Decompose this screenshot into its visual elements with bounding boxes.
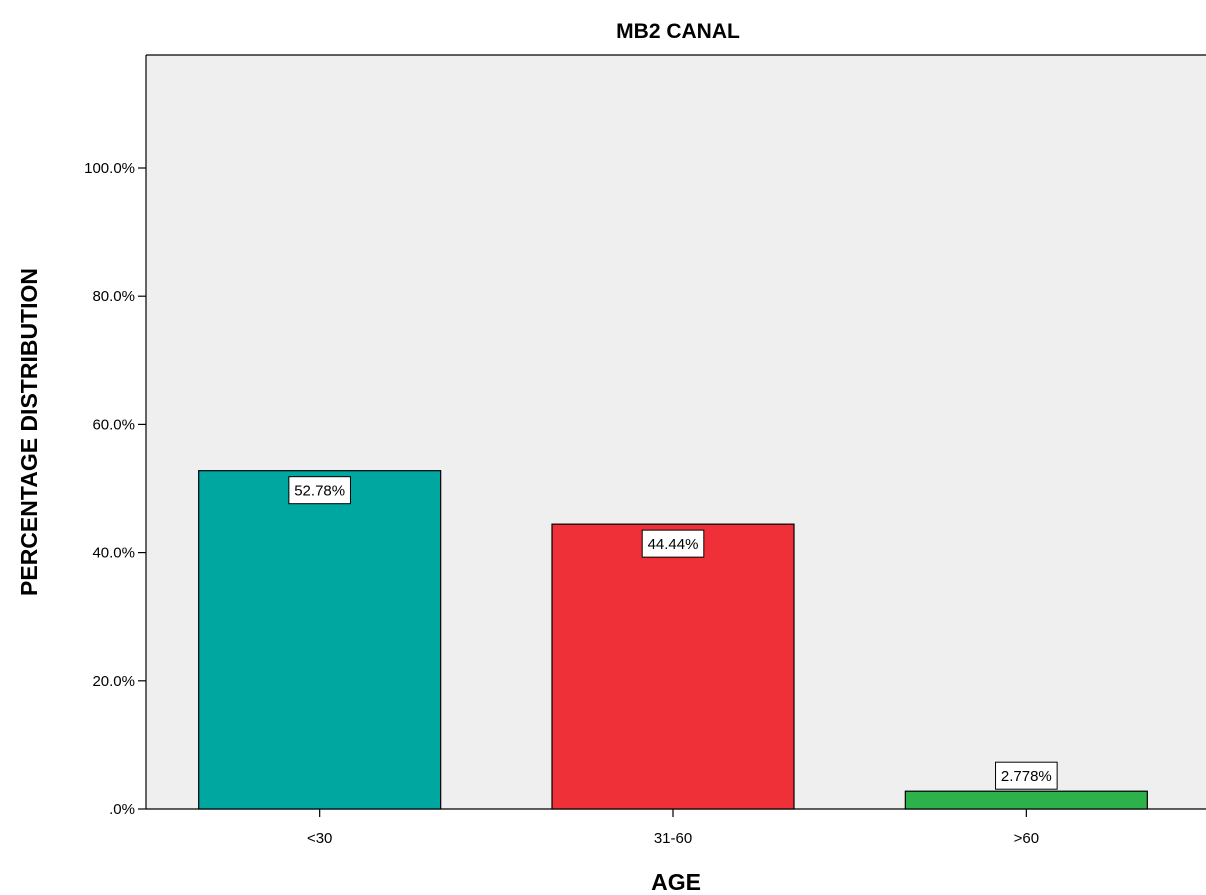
y-tick-label: 20.0% (92, 673, 135, 690)
data-label-box (995, 761, 1058, 790)
chart-title: MB2 CANAL (616, 20, 740, 43)
bar (551, 523, 795, 810)
data-label-box (288, 476, 351, 505)
x-tick-label: <30 (307, 830, 332, 847)
bar (198, 470, 442, 810)
data-label-box (641, 529, 705, 558)
x-tick-label: 31-60 (654, 830, 692, 847)
x-tick-label: >60 (1014, 830, 1039, 847)
data-label: 44.44% (648, 536, 699, 553)
y-tick-label: 100.0% (84, 160, 135, 177)
data-label: 52.78% (294, 483, 345, 500)
y-axis-ticks: .0% 20.0% 40.0% 60.0% 80.0% 100.0% (84, 160, 146, 818)
x-axis-title: AGE (651, 869, 701, 895)
bar (904, 790, 1148, 810)
y-axis-title: PERCENTAGE DISTRIBUTION (16, 268, 42, 596)
y-tick-label: .0% (109, 801, 135, 818)
y-tick-label: 40.0% (92, 545, 135, 562)
x-axis-ticks: <30 31-60 >60 (307, 809, 1039, 847)
data-label: 2.778% (1001, 768, 1052, 785)
y-tick-label: 80.0% (92, 288, 135, 305)
y-tick-label: 60.0% (92, 416, 135, 433)
bars-group: 52.78% 44.44% 2.778% (198, 470, 1148, 810)
